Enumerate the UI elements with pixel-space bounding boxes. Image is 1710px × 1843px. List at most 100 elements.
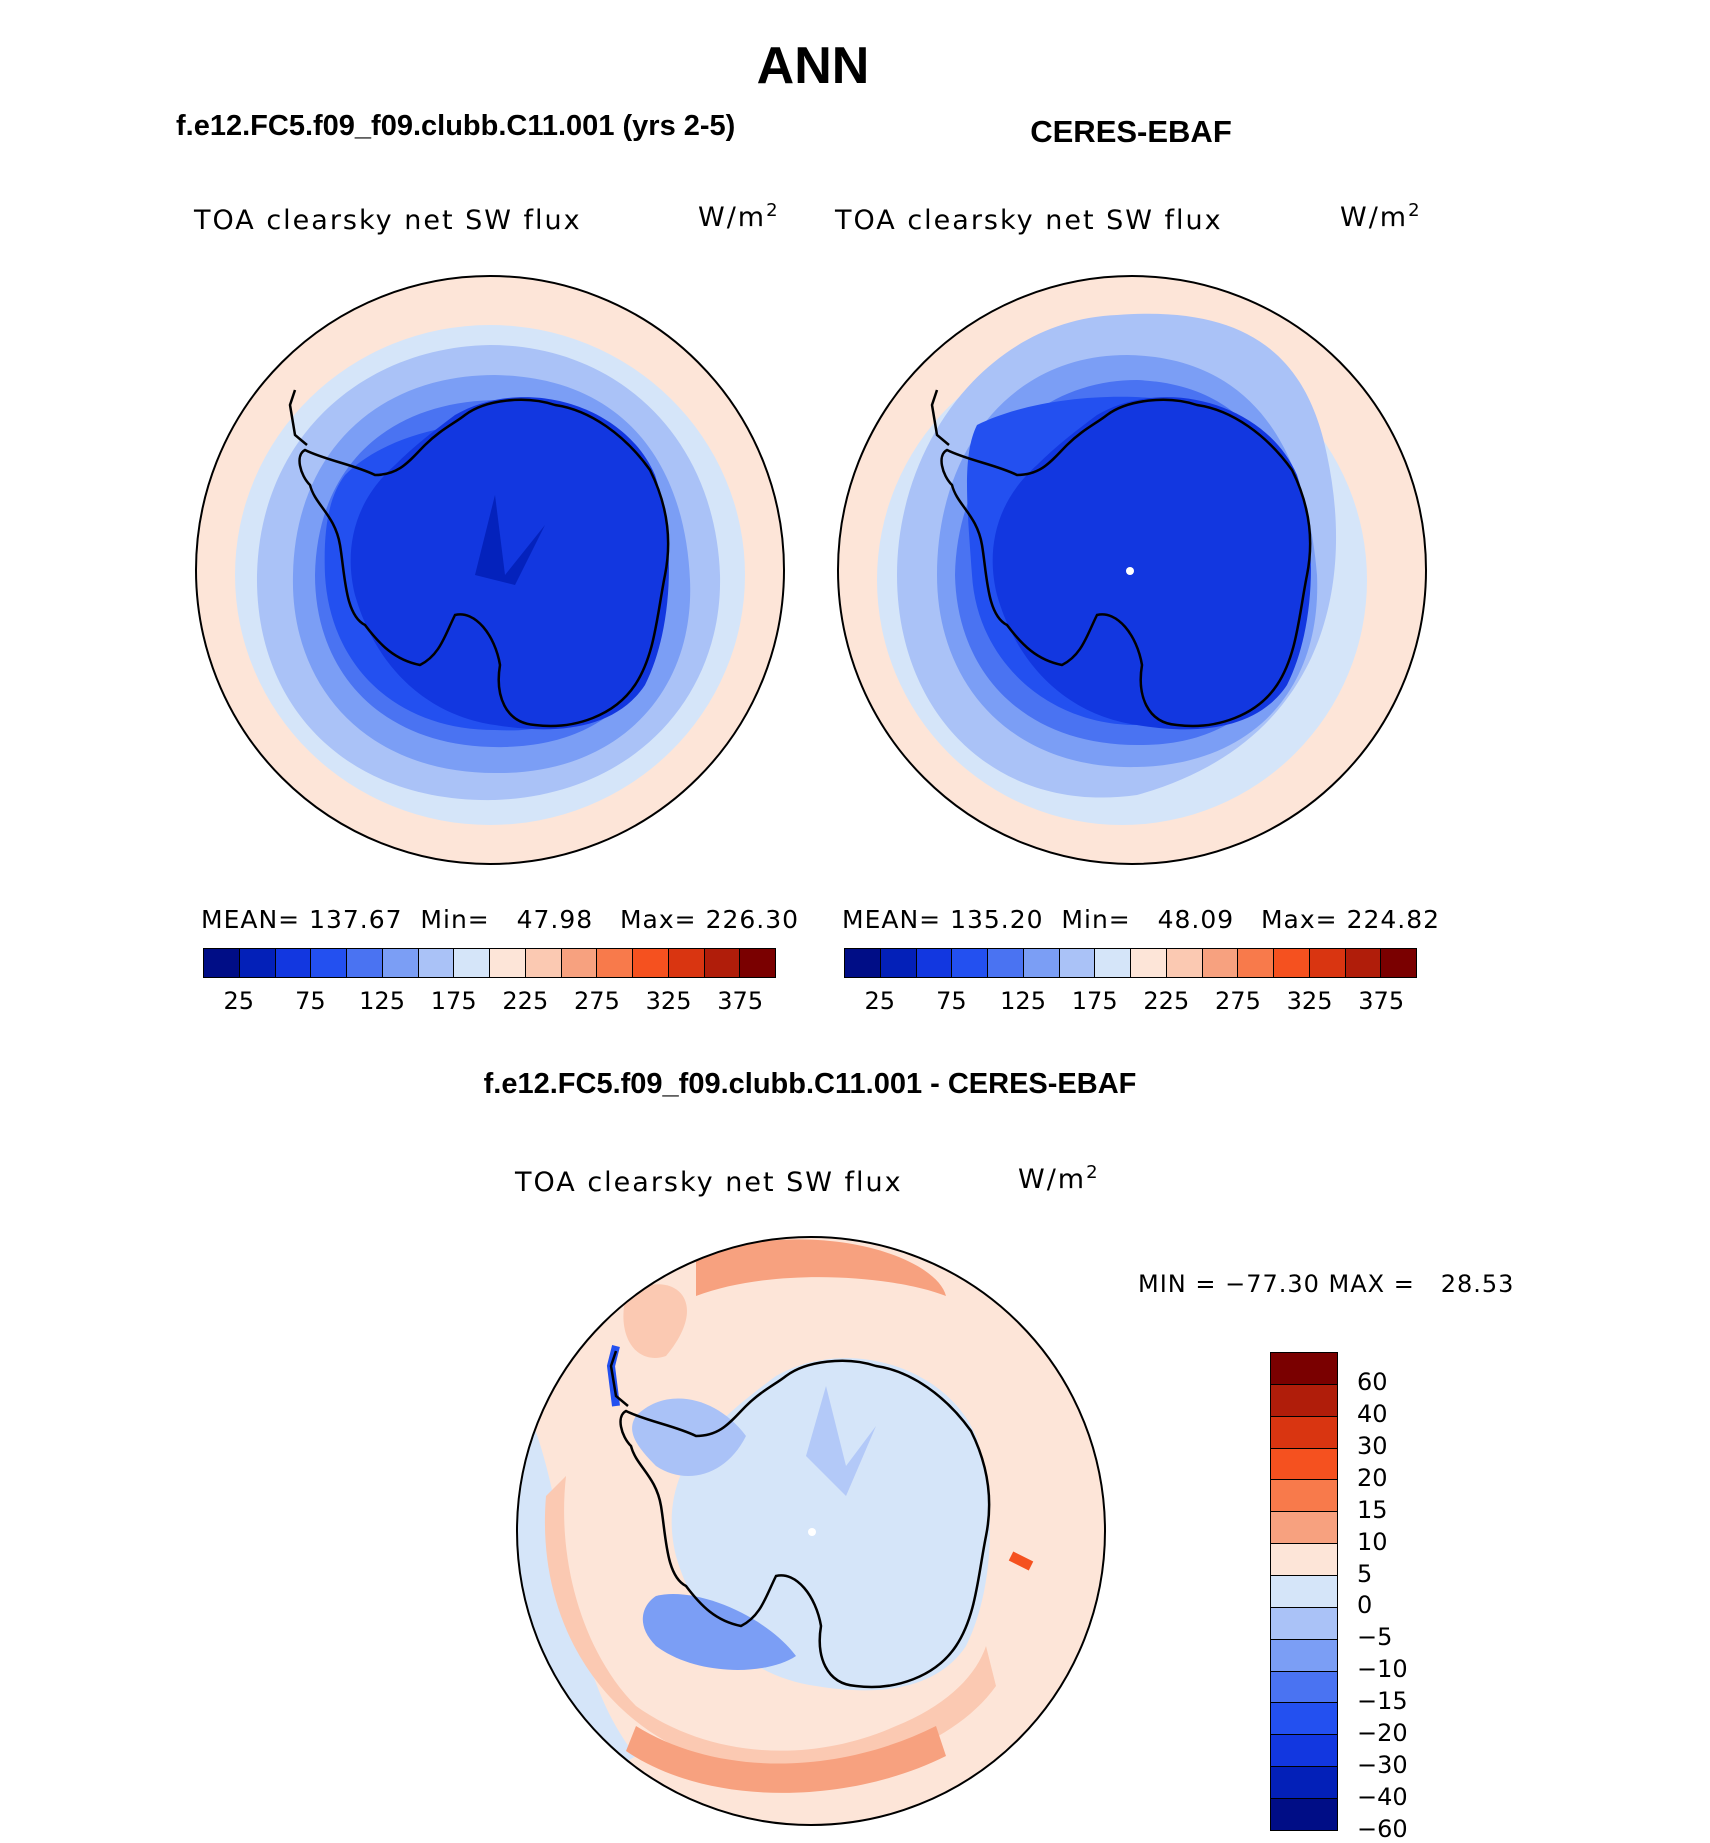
colorbar-tick-label: 225 bbox=[1143, 987, 1190, 1015]
colorbar-tick-label: 30 bbox=[1357, 1431, 1388, 1460]
colorbar-swatch bbox=[1059, 949, 1096, 977]
colorbar-tick-label: −40 bbox=[1357, 1783, 1408, 1812]
colorbar-swatch bbox=[1271, 1639, 1337, 1672]
colorbar-swatch bbox=[1271, 1544, 1337, 1577]
colorbar-tick-label: −30 bbox=[1357, 1751, 1408, 1780]
right-colorbar bbox=[844, 948, 1417, 978]
colorbar-swatch bbox=[454, 949, 490, 977]
diff-variable-label: TOA clearsky net SW flux bbox=[515, 1167, 903, 1198]
colorbar-swatch bbox=[952, 949, 988, 977]
colorbar-swatch bbox=[1271, 1416, 1337, 1449]
colorbar-tick-label: 75 bbox=[936, 987, 967, 1015]
right-map-observed-field bbox=[837, 275, 1427, 865]
colorbar-swatch bbox=[880, 949, 917, 977]
colorbar-tick-label: 20 bbox=[1357, 1463, 1388, 1492]
colorbar-tick-label: 225 bbox=[502, 987, 549, 1015]
diff-minmax: MIN = −77.30 MAX = 28.53 bbox=[1138, 1270, 1515, 1298]
difference-map bbox=[516, 1236, 1106, 1826]
colorbar-swatch bbox=[845, 949, 881, 977]
colorbar-swatch bbox=[1271, 1607, 1337, 1640]
colorbar-swatch bbox=[1274, 949, 1310, 977]
colorbar-swatch bbox=[275, 949, 312, 977]
colorbar-swatch bbox=[1381, 949, 1416, 977]
colorbar-swatch bbox=[1271, 1576, 1337, 1608]
colorbar-tick-label: 0 bbox=[1357, 1591, 1373, 1620]
colorbar-tick-label: 275 bbox=[1215, 987, 1261, 1015]
colorbar-swatch bbox=[418, 949, 455, 977]
diff-units-label: W/m2 bbox=[1018, 1162, 1100, 1195]
colorbar-swatch bbox=[311, 949, 347, 977]
colorbar-tick-label: 15 bbox=[1357, 1495, 1388, 1524]
colorbar-swatch bbox=[668, 949, 705, 977]
colorbar-swatch bbox=[1271, 1767, 1337, 1800]
diff-colorbar-ticks: 60 40 30 20 15 10 5 0 −5 −10 −15 −20 −30 −40 −60 bbox=[1357, 1352, 1457, 1843]
left-stats: MEAN= 137.67 Min= 47.98 Max= 226.30 bbox=[201, 905, 800, 934]
colorbar-tick-label: −20 bbox=[1357, 1719, 1408, 1748]
colorbar-swatch bbox=[347, 949, 383, 977]
colorbar-tick-label: 275 bbox=[574, 987, 620, 1015]
left-case-title: f.e12.FC5.f09_f09.clubb.C11.001 (yrs 2-5… bbox=[176, 110, 736, 142]
colorbar-swatch bbox=[1166, 949, 1203, 977]
colorbar-tick-label: 75 bbox=[295, 987, 326, 1015]
right-case-title: CERES-EBAF bbox=[1030, 114, 1232, 149]
colorbar-swatch bbox=[1202, 949, 1239, 977]
colorbar-swatch bbox=[988, 949, 1024, 977]
colorbar-swatch bbox=[1309, 949, 1346, 977]
colorbar-swatch bbox=[382, 949, 419, 977]
colorbar-swatch bbox=[1131, 949, 1167, 977]
left-colorbar-ticks: 25 75 125 175 225 275 325 375 bbox=[203, 987, 776, 1017]
colorbar-swatch bbox=[1271, 1384, 1337, 1417]
right-colorbar-ticks: 25 75 125 175 225 275 325 375 bbox=[844, 987, 1417, 1017]
colorbar-tick-label: 25 bbox=[223, 987, 255, 1015]
colorbar-swatch bbox=[597, 949, 633, 977]
colorbar-tick-label: 175 bbox=[430, 987, 477, 1015]
colorbar-swatch bbox=[1271, 1671, 1337, 1704]
colorbar-tick-label: 125 bbox=[1000, 987, 1046, 1015]
colorbar-swatch bbox=[1345, 949, 1382, 977]
colorbar-tick-label: 40 bbox=[1357, 1399, 1388, 1428]
colorbar-tick-label: −15 bbox=[1357, 1687, 1408, 1716]
right-stats: MEAN= 135.20 Min= 48.09 Max= 224.82 bbox=[842, 905, 1441, 934]
colorbar-swatch bbox=[1238, 949, 1274, 977]
colorbar-tick-label: 325 bbox=[645, 987, 692, 1015]
colorbar-swatch bbox=[916, 949, 953, 977]
colorbar-swatch bbox=[561, 949, 598, 977]
diff-colorbar bbox=[1270, 1352, 1338, 1831]
left-colorbar bbox=[203, 948, 776, 978]
colorbar-swatch bbox=[1271, 1735, 1337, 1768]
right-units-label: W/m2 bbox=[1340, 200, 1422, 233]
colorbar-swatch bbox=[490, 949, 526, 977]
colorbar-tick-label: 10 bbox=[1357, 1527, 1388, 1556]
colorbar-tick-label: 25 bbox=[864, 987, 896, 1015]
colorbar-tick-label: 60 bbox=[1357, 1367, 1388, 1396]
right-variable-label: TOA clearsky net SW flux bbox=[835, 205, 1223, 236]
colorbar-tick-label: −5 bbox=[1357, 1623, 1393, 1652]
colorbar-tick-label: 375 bbox=[1358, 987, 1405, 1015]
left-units-label: W/m2 bbox=[698, 200, 780, 233]
colorbar-swatch bbox=[1271, 1480, 1337, 1513]
colorbar-swatch bbox=[1023, 949, 1060, 977]
left-map-model-field bbox=[195, 275, 785, 865]
colorbar-swatch bbox=[740, 949, 775, 977]
colorbar-tick-label: 5 bbox=[1357, 1559, 1373, 1588]
colorbar-tick-label: 375 bbox=[717, 987, 764, 1015]
diff-case-title: f.e12.FC5.f09_f09.clubb.C11.001 - CERES-… bbox=[483, 1068, 1137, 1100]
colorbar-swatch bbox=[239, 949, 276, 977]
colorbar-swatch bbox=[1095, 949, 1131, 977]
colorbar-swatch bbox=[525, 949, 562, 977]
left-variable-label: TOA clearsky net SW flux bbox=[194, 205, 582, 236]
colorbar-swatch bbox=[204, 949, 240, 977]
colorbar-tick-label: 325 bbox=[1286, 987, 1333, 1015]
colorbar-swatch bbox=[1271, 1512, 1337, 1545]
colorbar-swatch bbox=[704, 949, 741, 977]
colorbar-swatch bbox=[1271, 1703, 1337, 1736]
colorbar-swatch bbox=[1271, 1799, 1337, 1830]
colorbar-tick-label: 175 bbox=[1071, 987, 1118, 1015]
figure-title: ANN bbox=[756, 37, 870, 95]
colorbar-tick-label: 125 bbox=[359, 987, 405, 1015]
colorbar-swatch bbox=[1271, 1353, 1337, 1385]
colorbar-swatch bbox=[633, 949, 669, 977]
colorbar-tick-label: −10 bbox=[1357, 1655, 1408, 1684]
colorbar-swatch bbox=[1271, 1448, 1337, 1481]
colorbar-tick-label: −60 bbox=[1357, 1815, 1408, 1843]
